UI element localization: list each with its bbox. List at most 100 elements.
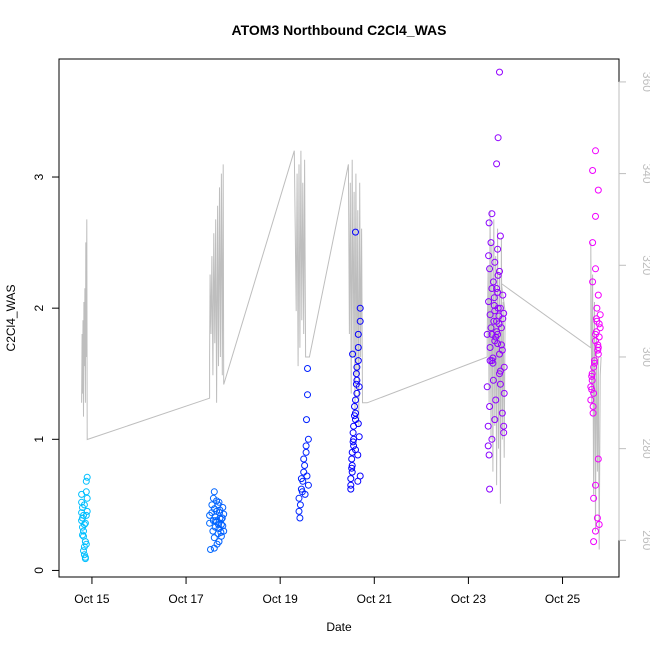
data-point [352,396,359,404]
data-point [592,527,599,535]
data-point [353,376,361,384]
data-point [207,546,214,553]
data-point [592,147,599,155]
x-tick-label: Oct 19 [262,592,298,606]
right-axis-series-line [81,150,602,550]
data-point [304,481,312,489]
data-point [498,346,506,354]
x-tick-label: Oct 21 [357,592,393,606]
data-point [594,350,602,358]
data-point [500,422,508,430]
data-point [592,265,599,273]
data-point [594,455,602,463]
data-point [80,527,87,535]
plot-area-frame [58,58,620,578]
data-point [484,442,492,450]
data-point [588,386,596,393]
data-point [81,519,89,527]
data-point [488,435,496,443]
data-point [82,477,90,485]
data-point [494,271,502,279]
data-point [496,267,503,275]
y-tick-label: 0 [32,567,46,574]
data-point [349,429,357,437]
data-point [210,488,218,496]
data-point [302,442,310,450]
data-point [304,365,311,372]
data-point [491,258,499,266]
data-point [485,252,493,260]
data-point [302,448,310,456]
data-point [82,488,90,496]
data-point [500,389,508,397]
data-point [494,134,502,142]
data-point [490,317,498,325]
data-point [483,330,491,338]
data-point [594,346,602,354]
data-point [494,340,502,348]
data-point [590,538,598,546]
x-tick-label: Oct 23 [451,592,487,606]
data-point [591,359,598,367]
data-point [350,435,358,443]
data-point [485,451,493,459]
data-point [218,514,226,522]
data-point [354,477,362,485]
y2-tick-label: 340 [640,164,650,184]
data-point [349,438,357,446]
data-point [595,521,603,528]
data-point [490,302,498,309]
data-point [591,357,598,365]
data-point [493,285,501,292]
data-point [587,396,595,404]
data-point [215,521,222,528]
data-point [351,412,358,420]
data-point [210,505,218,513]
data-point [304,435,312,443]
data-point [596,324,604,332]
data-point [352,380,360,388]
data-point [349,350,357,358]
data-point [304,391,311,399]
data-point [590,363,598,371]
data-point [352,446,359,454]
data-point [303,416,310,424]
data-point [301,490,309,498]
data-point [593,514,601,522]
data-point [355,433,363,441]
data-point [488,330,496,338]
data-point [594,344,602,351]
x-axis-label: Date [326,620,352,634]
data-point [588,370,596,378]
data-point [215,525,223,532]
data-point [295,507,303,515]
y2-tick-label: 320 [640,255,650,275]
data-point [491,307,499,315]
data-point [594,291,602,299]
y-tick-label: 2 [32,305,46,312]
data-point [590,494,598,502]
y-tick-label: 3 [32,173,46,180]
data-point [80,551,88,559]
chart-title: ATOM3 Northbound C2Cl4_WAS [232,22,447,38]
data-point [206,519,214,527]
data-point [492,396,500,404]
data-point [486,357,494,365]
points-layer [78,68,604,563]
data-point [216,509,223,517]
data-point [494,288,502,296]
data-point [596,311,604,319]
data-point [347,475,355,483]
y2-tick-label: 260 [640,530,650,550]
data-point [353,389,361,397]
data-point [350,442,358,450]
data-point [348,455,356,463]
data-point [495,312,503,320]
data-point [209,527,217,535]
data-point [352,370,360,378]
data-point [352,228,359,236]
data-point [354,420,362,428]
data-point [487,324,495,332]
data-point [210,534,218,542]
